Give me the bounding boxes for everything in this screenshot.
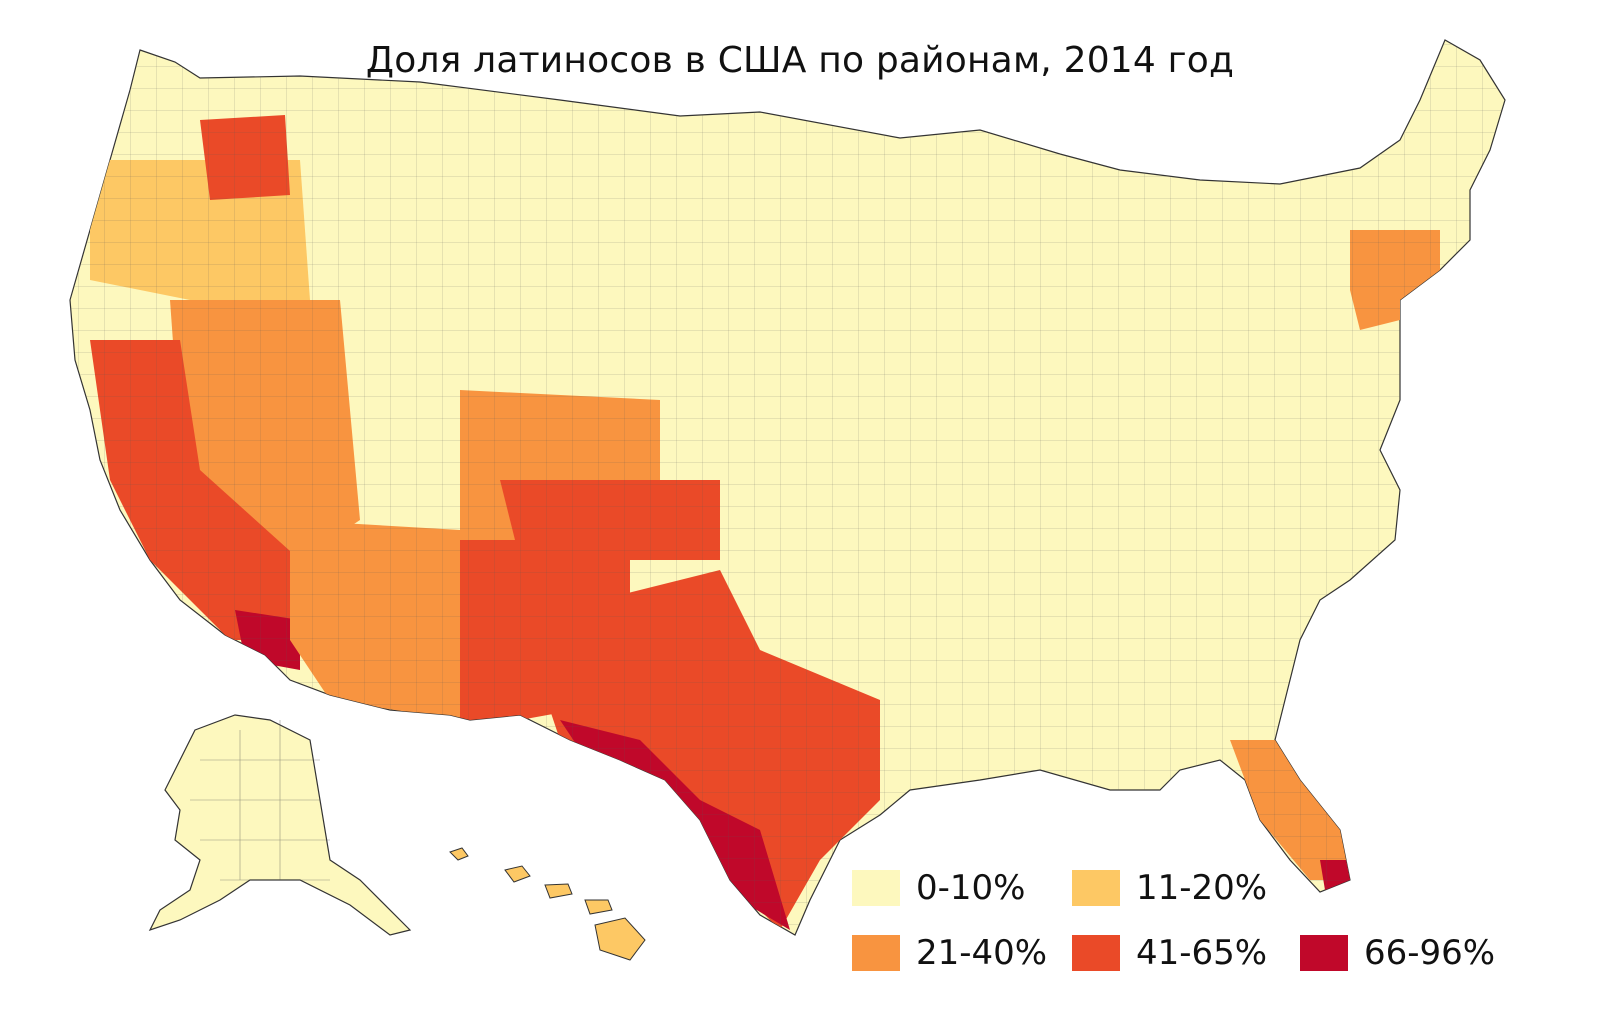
legend-label: 21-40%: [916, 933, 1048, 973]
region-hawaii: [449, 847, 646, 961]
legend-label: 0-10%: [916, 868, 1026, 908]
legend-item-21-40: 21-40%: [852, 933, 1047, 973]
legend-item-41-65: 41-65%: [1072, 933, 1267, 973]
map-title: Доля латиносов в США по районам, 2014 го…: [365, 40, 1235, 81]
legend-item-66-96: 66-96%: [1300, 933, 1495, 973]
legend-item-0-10: 0-10%: [852, 868, 1025, 908]
legend-swatch: [852, 870, 900, 906]
legend-label: 11-20%: [1136, 868, 1268, 908]
alaska-border-lines: [190, 720, 330, 881]
legend-swatch: [1300, 935, 1348, 971]
legend-item-11-20: 11-20%: [1072, 868, 1267, 908]
legend-label: 41-65%: [1136, 933, 1268, 973]
legend-swatch: [1072, 870, 1120, 906]
legend-swatch: [852, 935, 900, 971]
legend-label: 66-96%: [1364, 933, 1496, 973]
legend-swatch: [1072, 935, 1120, 971]
